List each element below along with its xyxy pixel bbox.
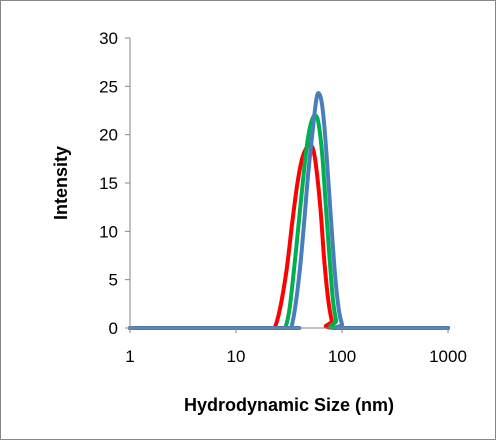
x-tick-label: 10 [227, 347, 246, 366]
y-tick-label: 25 [99, 77, 118, 96]
x-axis-title: Hydrodynamic Size (nm) [184, 395, 394, 415]
y-axis-title: Intensity [51, 146, 71, 220]
y-tick-label: 15 [99, 174, 118, 193]
y-tick-label: 5 [109, 271, 118, 290]
y-tick-label: 30 [99, 29, 118, 48]
y-tick-label: 0 [109, 319, 118, 338]
series-line-2 [128, 113, 450, 331]
x-tick-label: 1 [125, 347, 134, 366]
x-tick-layer: 1 10 100 1000 [125, 328, 467, 366]
series-line-3 [128, 91, 450, 331]
x-tick-label: 1000 [429, 347, 467, 366]
y-tick-layer: 0 5 10 15 20 25 30 [99, 29, 130, 338]
x-tick-label: 100 [328, 347, 356, 366]
y-tick-label: 10 [99, 222, 118, 241]
y-tick-label: 20 [99, 126, 118, 145]
series-layer [128, 91, 450, 331]
